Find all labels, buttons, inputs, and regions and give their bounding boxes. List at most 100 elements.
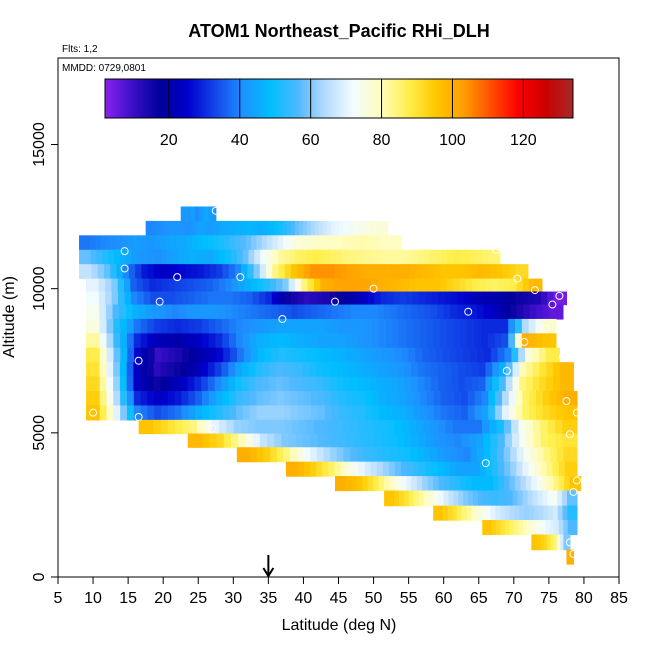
heatmap-cell — [536, 405, 544, 421]
heatmap-cell — [113, 362, 121, 378]
x-tick-label: 40 — [295, 590, 313, 607]
heatmap-cell — [466, 505, 473, 521]
heatmap-cell — [267, 433, 275, 448]
heatmap-cell — [86, 333, 94, 349]
heatmap-cell — [376, 461, 384, 477]
heatmap-cell — [567, 505, 573, 521]
heatmap-cell — [529, 304, 538, 320]
heatmap-cell — [128, 264, 136, 280]
heatmap-cell — [285, 461, 293, 477]
heatmap-cell — [246, 220, 252, 236]
heatmap-cell — [258, 291, 266, 306]
heatmap-cells — [79, 206, 582, 565]
latitude-marker-arrow — [262, 555, 275, 578]
heatmap-cell — [502, 291, 510, 306]
heatmap-cell — [481, 405, 489, 421]
heatmap-cell — [497, 490, 504, 507]
heatmap-cell — [99, 362, 107, 378]
heatmap-cell — [443, 490, 449, 507]
heatmap-cell — [177, 220, 183, 236]
heatmap-cell — [433, 318, 441, 334]
heatmap-cell — [188, 405, 196, 421]
heatmap-cell — [383, 220, 389, 236]
heatmap-cell — [522, 520, 528, 536]
y-tick-label: 5000 — [31, 415, 48, 451]
heatmap-cell — [456, 304, 465, 320]
heatmap-cell — [461, 391, 469, 407]
heatmap-cell — [140, 376, 148, 392]
heatmap-cell — [133, 333, 142, 349]
heatmap-cell — [492, 461, 499, 477]
heatmap-cell — [92, 362, 101, 378]
chart-title: ATOM1 Northeast_Pacific RHi_DLH — [188, 21, 489, 41]
heatmap-cell — [84, 249, 92, 265]
colorbar-ticks: 20 40 60 80 100 120 — [160, 79, 537, 149]
heatmap-cell — [512, 376, 520, 392]
heatmap-cell — [175, 235, 182, 251]
heatmap-cell — [181, 318, 189, 334]
heatmap-cell — [438, 291, 446, 306]
heatmap-cell — [367, 220, 373, 236]
heatmap-cell — [385, 318, 394, 334]
heatmap-cell — [169, 220, 175, 236]
heatmap-cell — [423, 447, 431, 463]
heatmap-cell — [324, 433, 333, 448]
heatmap-cell — [193, 206, 196, 222]
heatmap-cell — [522, 278, 530, 293]
heatmap-cell — [331, 333, 339, 349]
heatmap-cell — [498, 376, 507, 392]
heatmap-cell — [111, 291, 119, 306]
heatmap-cell — [182, 419, 191, 435]
heatmap-cell — [223, 433, 232, 448]
heatmap-cell — [427, 278, 435, 293]
heatmap-cell — [479, 461, 487, 477]
heatmap-cell — [133, 376, 141, 392]
heatmap-cell — [351, 476, 358, 492]
heatmap-cell — [342, 291, 350, 306]
heatmap-cell — [278, 264, 286, 280]
heatmap-cell — [172, 304, 180, 320]
heatmap-cell — [276, 333, 285, 349]
heatmap-cell — [563, 520, 569, 536]
heatmap-cell — [467, 391, 476, 407]
heatmap-cell — [185, 220, 191, 236]
heatmap-cell — [317, 433, 326, 448]
heatmap-cell — [92, 391, 101, 407]
heatmap-cell — [549, 391, 558, 407]
heatmap-cell — [353, 433, 362, 448]
heatmap-cell — [454, 405, 462, 421]
heatmap-cell — [307, 278, 315, 293]
heatmap-cell — [343, 220, 348, 236]
track-point — [565, 430, 574, 439]
heatmap-cell — [269, 278, 277, 293]
heatmap-cell — [512, 362, 520, 378]
heatmap-cell — [480, 318, 489, 334]
heatmap-cell — [425, 291, 433, 306]
heatmap-cell — [449, 476, 456, 492]
heatmap-cell — [570, 391, 578, 407]
heatmap-cell — [167, 333, 176, 349]
heatmap-cell — [463, 291, 471, 306]
heatmap-cell — [116, 264, 124, 280]
heatmap-cell — [538, 347, 547, 363]
heatmap-cell — [498, 362, 507, 378]
heatmap-cell — [120, 405, 128, 421]
heatmap-cell — [530, 447, 538, 463]
heatmap-cell — [263, 318, 271, 334]
heatmap-cell — [91, 264, 99, 280]
plot-area — [64, 206, 582, 565]
heatmap-cell — [451, 291, 459, 306]
heatmap-cell — [186, 206, 189, 222]
heatmap-cell — [132, 304, 140, 320]
heatmap-cell — [567, 490, 573, 507]
heatmap-cell — [460, 318, 468, 334]
y-axis: 0 5000 10000 15000 — [31, 122, 59, 581]
heatmap-cell — [507, 490, 514, 507]
heatmap-cell — [238, 220, 244, 236]
heatmap-cell — [370, 447, 378, 463]
heatmap-cell — [174, 318, 182, 334]
heatmap-cell — [119, 362, 128, 378]
heatmap-cell — [371, 249, 378, 265]
heatmap-cell — [282, 376, 290, 392]
heatmap-cell — [511, 419, 520, 435]
